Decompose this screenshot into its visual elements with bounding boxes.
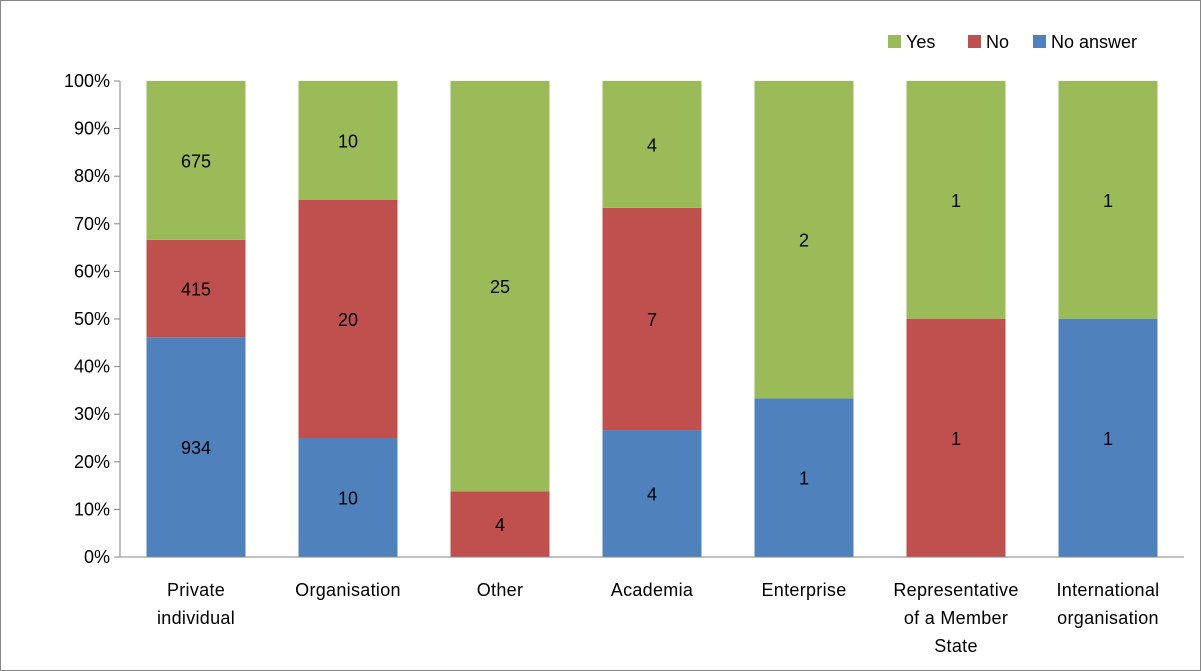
y-tick-label: 50% bbox=[74, 309, 110, 329]
y-tick-label: 30% bbox=[74, 404, 110, 424]
y-tick-label: 0% bbox=[84, 547, 110, 567]
bar-segment-yes bbox=[602, 81, 702, 208]
data-label: 4 bbox=[647, 485, 657, 505]
bar-segment-yes bbox=[146, 81, 246, 240]
x-category-label: Academia bbox=[611, 580, 694, 600]
y-tick-label: 20% bbox=[74, 452, 110, 472]
legend-swatch bbox=[1033, 35, 1046, 48]
legend-swatch bbox=[968, 35, 981, 48]
bar-segment-yes bbox=[450, 81, 550, 492]
bar-segment-yes bbox=[906, 81, 1006, 319]
data-label: 1 bbox=[1103, 429, 1113, 449]
x-category-label: Representative bbox=[893, 580, 1018, 600]
bar-segment-no-answer bbox=[1058, 319, 1158, 557]
y-tick-label: 100% bbox=[64, 71, 110, 91]
y-tick-label: 10% bbox=[74, 499, 110, 519]
data-label: 10 bbox=[338, 489, 358, 509]
data-label: 1 bbox=[951, 429, 961, 449]
bar-segment-no bbox=[602, 207, 702, 431]
data-label: 675 bbox=[181, 151, 211, 171]
data-label: 1 bbox=[1103, 191, 1113, 211]
bar-segment-no bbox=[906, 319, 1006, 557]
bar-segment-no bbox=[298, 200, 398, 438]
data-label: 20 bbox=[338, 310, 358, 330]
bar-segment-yes bbox=[754, 81, 854, 399]
x-category-label: individual bbox=[157, 608, 235, 628]
x-category-label: Enterprise bbox=[761, 580, 846, 600]
y-tick-label: 70% bbox=[74, 214, 110, 234]
x-category-label: State bbox=[934, 636, 978, 656]
bar-segment-no bbox=[146, 239, 246, 338]
bar-segment-yes bbox=[298, 81, 398, 200]
data-label: 2 bbox=[799, 231, 809, 251]
x-category-label: Other bbox=[477, 580, 524, 600]
legend-label: Yes bbox=[906, 32, 935, 52]
legend-swatch bbox=[888, 35, 901, 48]
x-category-label: International bbox=[1057, 580, 1160, 600]
x-category-label: Organisation bbox=[295, 580, 401, 600]
bar-segment-no-answer bbox=[146, 337, 246, 557]
bar-segment-no bbox=[450, 491, 550, 557]
y-tick-label: 60% bbox=[74, 261, 110, 281]
data-label: 10 bbox=[338, 132, 358, 152]
bar-segment-no-answer bbox=[602, 430, 702, 557]
y-tick-label: 40% bbox=[74, 357, 110, 377]
data-label: 415 bbox=[181, 280, 211, 300]
x-category-label: of a Member bbox=[904, 608, 1008, 628]
data-label: 7 bbox=[647, 310, 657, 330]
x-category-label: organisation bbox=[1057, 608, 1159, 628]
data-label: 1 bbox=[799, 469, 809, 489]
y-tick-label: 80% bbox=[74, 166, 110, 186]
data-label: 25 bbox=[490, 277, 510, 297]
x-category-label: Private bbox=[167, 580, 225, 600]
data-label: 934 bbox=[181, 438, 211, 458]
data-label: 4 bbox=[495, 515, 505, 535]
bar-segment-yes bbox=[1058, 81, 1158, 319]
data-label: 4 bbox=[647, 135, 657, 155]
legend-label: No bbox=[986, 32, 1009, 52]
data-label: 1 bbox=[951, 191, 961, 211]
legend-label: No answer bbox=[1051, 32, 1137, 52]
bar-segment-no-answer bbox=[754, 398, 854, 557]
y-tick-label: 90% bbox=[74, 119, 110, 139]
bar-segment-no-answer bbox=[298, 438, 398, 557]
